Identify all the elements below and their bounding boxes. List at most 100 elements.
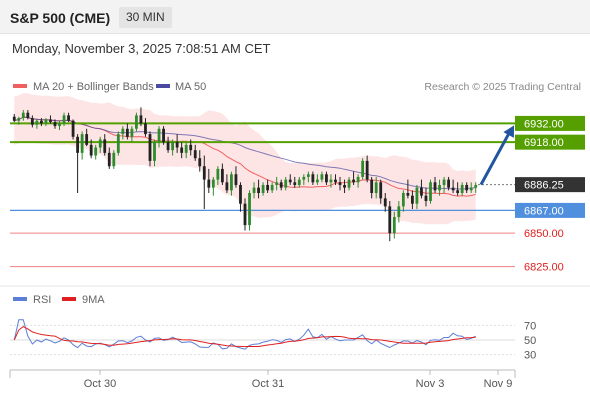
candle-body — [85, 134, 89, 145]
candle-body — [130, 128, 134, 137]
interval-button[interactable]: 30 MIN — [119, 7, 172, 28]
candle-body — [49, 119, 52, 123]
candle-body — [302, 176, 306, 180]
chart-header: S&P 500 (CME) 30 MIN — [0, 0, 590, 34]
support-label-6825-00: 6825.00 — [524, 262, 564, 274]
support-label-6867-00: 6867.00 — [524, 205, 564, 217]
candle-body — [225, 182, 229, 191]
candle-body — [383, 198, 387, 207]
rsi-tick-50: 50 — [524, 335, 536, 347]
candle-body — [410, 195, 414, 204]
candle-body — [297, 179, 301, 185]
candle-body — [474, 184, 478, 188]
candle-body — [388, 206, 392, 234]
candle-body — [189, 144, 193, 151]
candle-body — [392, 217, 396, 234]
candle-body — [284, 179, 288, 188]
candle-body — [347, 179, 351, 188]
candle-body — [94, 147, 98, 156]
price-levels — [10, 122, 515, 268]
candle-body — [239, 184, 242, 204]
candle-body — [220, 168, 224, 183]
candle-body — [356, 176, 360, 183]
candle-body — [12, 116, 16, 121]
candle-body — [306, 174, 310, 177]
candle-body — [153, 142, 156, 161]
instrument-title: S&P 500 (CME) — [10, 10, 111, 26]
rsi-line — [13, 319, 476, 350]
x-axis-ticks: Oct 30 Oct 31 Nov 3 Nov 9 — [84, 370, 513, 390]
support-tag-6867-00 — [515, 202, 585, 218]
candle-body — [98, 139, 102, 148]
candle-body — [162, 128, 165, 143]
resistance-label-6932-00: 6932.00 — [524, 118, 564, 130]
candle-body — [30, 118, 34, 125]
candle-body — [80, 134, 84, 153]
credit-text: Research © 2025 Trading Central — [424, 81, 581, 93]
candle-body — [89, 144, 93, 156]
candle-body — [361, 160, 365, 177]
bollinger-legend-swatch — [13, 84, 27, 88]
candle-body — [288, 179, 292, 183]
candle-body — [270, 184, 274, 191]
candle-body — [21, 112, 25, 119]
rsi-ma-legend-label: 9MA — [82, 294, 105, 306]
candle-body — [139, 115, 143, 124]
candle-body — [148, 134, 152, 161]
candle-body — [460, 184, 464, 193]
candle-body — [352, 179, 355, 183]
candle-body — [334, 179, 337, 183]
candle-body — [135, 115, 138, 129]
candle-body — [401, 193, 405, 207]
x-tick-label: Oct 30 — [84, 378, 116, 390]
candle-body — [180, 147, 184, 153]
forecast-arrow — [479, 125, 514, 186]
candle-body — [166, 142, 170, 151]
candle-body — [406, 193, 410, 196]
candle-body — [465, 184, 469, 191]
candle-body — [17, 118, 21, 121]
candle-body — [35, 120, 39, 125]
resistance-label-6918-00: 6918.00 — [524, 137, 564, 149]
candle-body — [315, 179, 319, 183]
candle-body — [447, 179, 450, 188]
forecast-arrow-head — [503, 125, 514, 138]
rsi-legend-label: RSI — [33, 294, 51, 306]
ma50-path — [14, 116, 476, 190]
x-tick-label: Nov 9 — [484, 378, 513, 390]
candle-body — [379, 182, 383, 199]
candle-body — [469, 187, 473, 191]
candle-body — [438, 184, 441, 191]
candle-body — [374, 182, 378, 193]
level-labels: 6932.00 6918.00 6886.25 6867.00 6850.00 6825.… — [515, 115, 585, 274]
candle-body — [415, 187, 419, 204]
candle-body — [275, 182, 279, 185]
candle-body — [442, 179, 446, 185]
candle-body — [44, 119, 48, 124]
candle-body — [202, 166, 206, 180]
bollinger-legend-label: MA 20 + Bollinger Bands — [33, 81, 154, 93]
candle-body — [193, 150, 197, 159]
candle-body — [211, 179, 215, 188]
rsi-ma-legend-swatch — [62, 297, 76, 301]
candle-body — [103, 139, 107, 153]
candle-body — [112, 152, 116, 167]
resistance-tag-6918-00 — [515, 134, 585, 150]
candle-body — [365, 160, 369, 180]
current-price-tag — [515, 177, 585, 193]
support-label-6850-00: 6850.00 — [524, 228, 564, 240]
ma50-legend-label: MA 50 — [175, 81, 206, 93]
candle-body — [125, 128, 129, 137]
ma50-line — [14, 116, 476, 190]
candle-body — [216, 168, 220, 180]
candle-body — [207, 179, 211, 188]
candle-body — [252, 187, 256, 193]
candle-body — [116, 134, 120, 153]
candle-body — [420, 187, 423, 196]
candle-body — [157, 128, 161, 143]
candle-body — [198, 158, 202, 167]
candle-body — [71, 120, 75, 137]
candle-body — [67, 115, 70, 121]
rsi-tick-70: 70 — [524, 320, 536, 332]
